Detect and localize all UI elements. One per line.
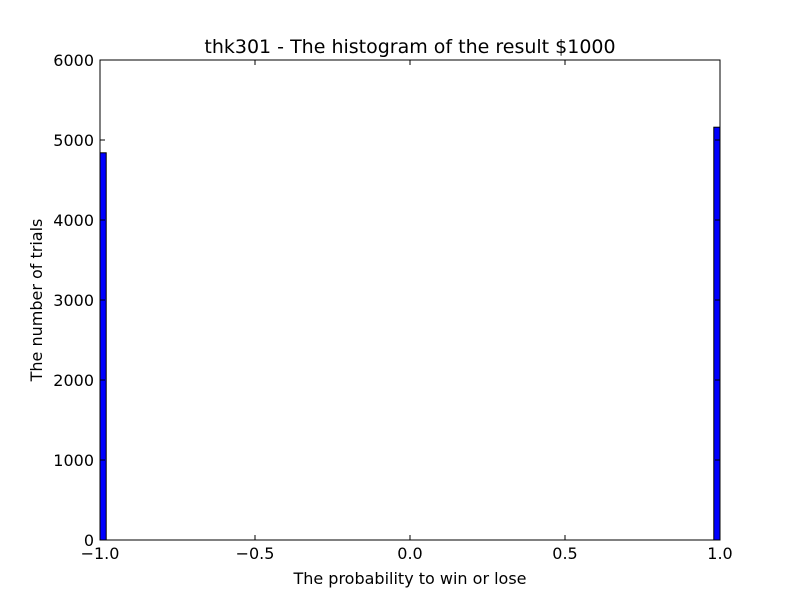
chart-title: thk301 - The histogram of the result $10… [204, 36, 615, 58]
x-axis-label: The probability to win or lose [292, 569, 526, 588]
y-tick-label: 3000 [53, 291, 94, 310]
x-tick-label: −0.5 [236, 544, 275, 563]
y-tick-label: 0 [84, 531, 94, 550]
y-tick-label: 5000 [53, 131, 94, 150]
ticks-group: −1.0 −0.5 0.0 0.5 1.0 0 1000 2000 3000 4000 5000 60… [53, 51, 732, 563]
y-tick-label: 1000 [53, 451, 94, 470]
y-tick-label: 2000 [53, 371, 94, 390]
x-tick-label: −1.0 [81, 544, 120, 563]
y-axis-label: The number of trials [27, 219, 46, 383]
x-tick-label: 1.0 [707, 544, 732, 563]
bars-group [99, 126, 721, 541]
x-tick-label: 0.5 [552, 544, 577, 563]
histogram-bar-2 [713, 126, 721, 541]
plot-frame [99, 59, 721, 541]
histogram-bar-1 [99, 152, 107, 541]
y-tick-label: 6000 [53, 51, 94, 70]
y-tick-label: 4000 [53, 211, 94, 230]
x-tick-label: 0.0 [397, 544, 422, 563]
